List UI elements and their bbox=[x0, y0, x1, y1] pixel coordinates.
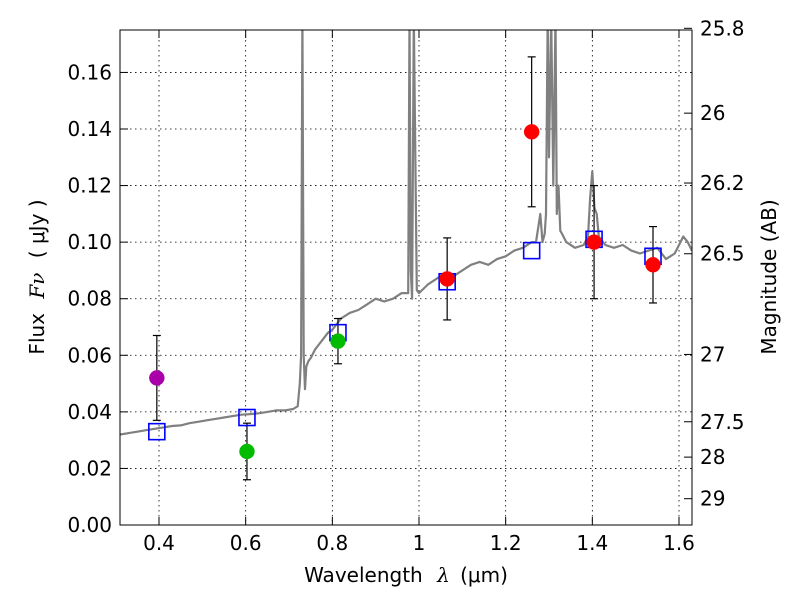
x-tick-label: 1.6 bbox=[663, 531, 695, 555]
right-tick-label: 27 bbox=[700, 342, 725, 366]
y-tick-label: 0.02 bbox=[67, 456, 112, 480]
y-tick-label: 0.10 bbox=[67, 230, 112, 254]
x-tick-label: 0.6 bbox=[230, 531, 262, 555]
x-tick-label: 0.4 bbox=[143, 531, 175, 555]
right-tick-label: 27.5 bbox=[700, 410, 745, 434]
right-tick-label: 26.5 bbox=[700, 242, 745, 266]
spectrum-line bbox=[120, 30, 692, 436]
y-tick-label: 0.12 bbox=[67, 174, 112, 198]
x-tick-label: 1 bbox=[413, 531, 426, 555]
observed-point bbox=[523, 124, 540, 140]
right-axis-label: Magnitude (AB) bbox=[757, 199, 781, 354]
right-tick-label: 29 bbox=[700, 487, 725, 511]
right-tick-label: 28 bbox=[700, 445, 725, 469]
observed-point bbox=[149, 370, 165, 386]
observed-point bbox=[330, 333, 346, 349]
right-tick-label: 26 bbox=[700, 101, 725, 125]
observed-point bbox=[439, 271, 455, 287]
y-tick-label: 0.06 bbox=[67, 343, 112, 367]
x-tick-label: 0.8 bbox=[316, 531, 348, 555]
observed-point bbox=[239, 443, 255, 460]
y-tick-label: 0.04 bbox=[67, 400, 112, 424]
y-tick-label: 0.08 bbox=[67, 287, 112, 311]
y-axis-left: 0.00 0.02 0.04 0.06 0.08 0.10 0.12 0.14 0.16 bbox=[67, 60, 128, 537]
model-photometry-square bbox=[148, 422, 166, 441]
right-tick-label: 25.8 bbox=[700, 16, 745, 40]
spectrum-layer bbox=[120, 30, 692, 436]
y-axis-right: 25.8 26 26.2 26.5 27 27.5 28 29 bbox=[684, 16, 745, 511]
observed-point bbox=[645, 257, 661, 273]
x-axis-label: Wavelength λ (μm) bbox=[304, 563, 508, 587]
y-tick-label: 0.14 bbox=[67, 117, 112, 141]
model-photometry-square bbox=[522, 241, 541, 260]
x-tick-label: 1.2 bbox=[490, 531, 522, 555]
x-tick-label: 1.4 bbox=[576, 531, 608, 555]
y-tick-label: 0.16 bbox=[67, 60, 112, 84]
plot-frame bbox=[119, 29, 693, 526]
observed-point bbox=[586, 234, 602, 250]
y-tick-label: 0.00 bbox=[67, 513, 112, 537]
x-axis: 0.4 0.6 0.8 1 1.2 1.4 1.6 bbox=[143, 30, 695, 555]
points-layer bbox=[148, 56, 662, 481]
y-axis-label: Flux Fν ( μJy ) bbox=[25, 199, 49, 354]
model-photometry-square bbox=[238, 408, 256, 427]
right-tick-label: 26.2 bbox=[700, 171, 745, 195]
